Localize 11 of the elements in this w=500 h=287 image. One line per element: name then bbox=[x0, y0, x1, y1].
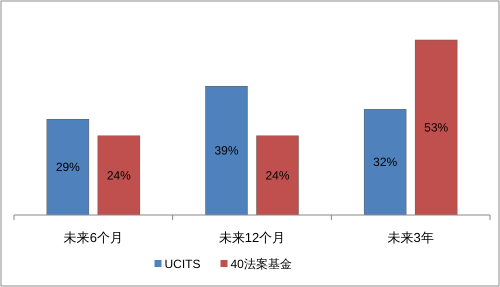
x-tick-label: 未来3年 bbox=[388, 230, 434, 245]
data-label: 29% bbox=[56, 160, 80, 174]
data-label: 24% bbox=[265, 168, 290, 182]
x-tick-label: 未来12个月 bbox=[218, 230, 286, 245]
data-label: 39% bbox=[214, 144, 239, 158]
legend-label: 40法案基金 bbox=[230, 257, 292, 271]
data-label: 24% bbox=[106, 168, 132, 182]
data-label: 32% bbox=[373, 155, 398, 170]
legend-label: UCITS bbox=[164, 257, 200, 271]
data-label: 53% bbox=[424, 120, 448, 134]
x-tick-label: 未来6个月 bbox=[64, 230, 123, 245]
